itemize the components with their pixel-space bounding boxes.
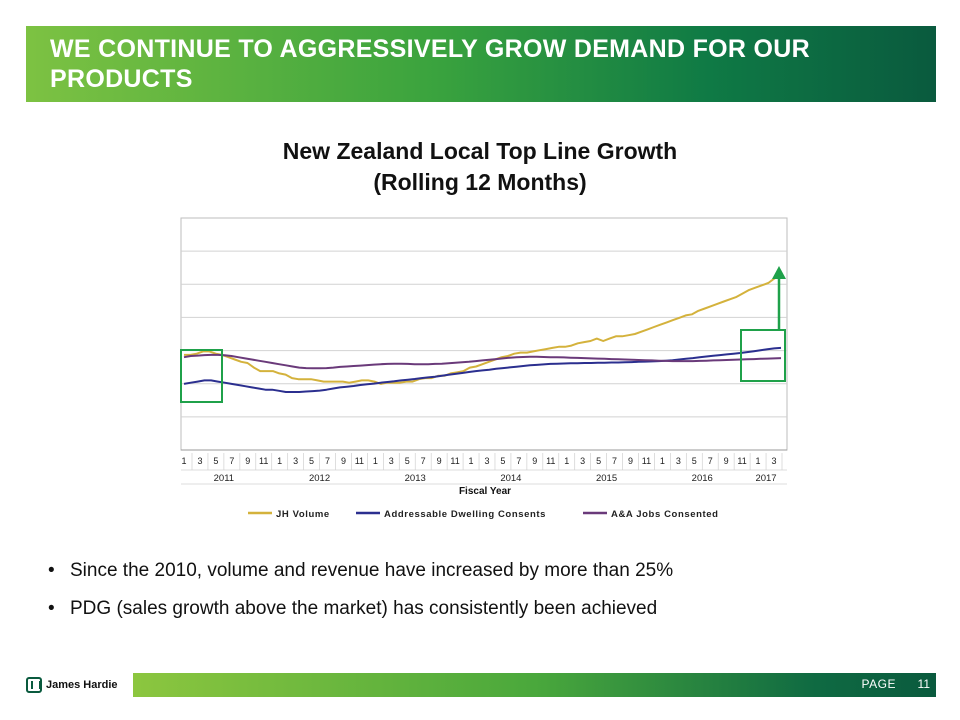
bullet-marker: • (48, 560, 55, 581)
x-axis-ticks: 1 3 5 7 9 11 1 3 5 7 9 11 1 3 5 7 9 11 1 3 5 7 9 11 1 3 5 7 9 11 1 3 5 7 9… (181, 449, 787, 485)
x-tick-label: 5 (596, 456, 601, 466)
series-line-1 (183, 346, 782, 393)
page-number: 11 (917, 677, 930, 691)
highlight-box-end (740, 329, 786, 382)
x-tick-label: 9 (245, 456, 250, 466)
x-tick-label: 7 (516, 456, 521, 466)
x-tick-label: 11 (355, 456, 364, 466)
legend-label-2: A&A Jobs Consented (611, 509, 719, 520)
bullet-item: • Since the 2010, volume and revenue hav… (46, 560, 926, 582)
x-tick-label: 7 (229, 456, 234, 466)
james-hardie-logo: James Hardie (26, 674, 118, 696)
x-axis-label: Fiscal Year (459, 486, 511, 497)
x-tick-label: 1 (564, 456, 569, 466)
x-tick-label: 5 (692, 456, 697, 466)
page-title: WE CONTINUE TO AGGRESSIVELY GROW DEMAND … (50, 35, 810, 93)
x-tick-label: 11 (259, 456, 268, 466)
x-tick-label: 9 (341, 456, 346, 466)
bullet-item: • PDG (sales growth above the market) ha… (46, 598, 926, 620)
legend-label-1: Addressable Dwelling Consents (384, 509, 546, 520)
x-tick-label: 3 (293, 456, 298, 466)
bullet-text: PDG (sales growth above the market) has … (70, 598, 658, 619)
x-tick-label: 3 (676, 456, 681, 466)
line-chart: 1 3 5 7 9 11 1 3 5 7 9 11 1 3 5 7 9 11 1 3 5 7 9 11 1 3 5 7 9 11 1 3 5 7 9… (180, 217, 788, 520)
series-line-0 (184, 275, 782, 385)
x-tick-label: 11 (546, 456, 555, 466)
x-tick-label: 9 (724, 456, 729, 466)
x-tick-label: 3 (580, 456, 585, 466)
x-tick-label: 3 (389, 456, 394, 466)
chart-title: New Zealand Local Top Line Growth (282, 138, 678, 164)
x-tick-label: 7 (325, 456, 330, 466)
x-tick-label: 5 (405, 456, 410, 466)
highlight-box-start (180, 349, 223, 403)
chart-grid (180, 217, 788, 451)
x-tick-label: 1 (660, 456, 665, 466)
x-tick-label: 3 (484, 456, 489, 466)
x-tick-label: 7 (708, 456, 713, 466)
chart-series (183, 275, 782, 393)
x-tick-label: 1 (469, 456, 474, 466)
x-tick-label: 11 (450, 456, 459, 466)
growth-arrow (772, 266, 786, 330)
legend-label-0: JH Volume (276, 509, 330, 520)
logo-mark-icon (26, 677, 42, 693)
x-tick-label: 3 (771, 456, 776, 466)
footer-band: PAGE 11 (133, 673, 936, 697)
x-tick-label: 7 (612, 456, 617, 466)
highlight-boxes (180, 329, 786, 403)
x-tick-label: 7 (421, 456, 426, 466)
x-tick-label: 9 (437, 456, 442, 466)
bullet-text: Since the 2010, volume and revenue have … (70, 560, 674, 581)
x-tick-label: 5 (500, 456, 505, 466)
x-tick-label: 11 (737, 456, 746, 466)
x-year-label: 2015 (596, 473, 617, 484)
x-tick-label: 5 (213, 456, 218, 466)
x-year-label: 2016 (692, 473, 713, 484)
header-band: WE CONTINUE TO AGGRESSIVELY GROW DEMAND … (26, 26, 936, 102)
logo-text: James Hardie (46, 679, 118, 691)
x-year-label: 2011 (214, 473, 234, 484)
x-year-label: 2017 (755, 473, 776, 484)
x-tick-label: 3 (197, 456, 202, 466)
chart-legend: JH Volume Addressable Dwelling Consents A&… (248, 509, 719, 520)
series-line-2 (183, 353, 782, 370)
growth-arrow-head (772, 266, 786, 279)
plot-frame (180, 217, 788, 451)
x-tick-label: 1 (373, 456, 378, 466)
bullet-list: • Since the 2010, volume and revenue hav… (46, 560, 926, 636)
x-tick-label: 1 (181, 456, 186, 466)
x-year-label: 2013 (405, 473, 426, 484)
x-year-label: 2012 (309, 473, 330, 484)
chart-title-block: New Zealand Local Top Line Growth (Rolli… (180, 136, 780, 198)
x-tick-label: 1 (756, 456, 761, 466)
chart-subtitle: (Rolling 12 Months) (373, 169, 587, 195)
x-tick-label: 1 (277, 456, 282, 466)
x-year-label: 2014 (500, 473, 521, 484)
x-tick-label: 5 (309, 456, 314, 466)
page-label: PAGE (861, 677, 896, 691)
bullet-marker: • (48, 598, 55, 619)
x-tick-label: 9 (532, 456, 537, 466)
x-tick-label: 11 (642, 456, 651, 466)
x-tick-label: 9 (628, 456, 633, 466)
